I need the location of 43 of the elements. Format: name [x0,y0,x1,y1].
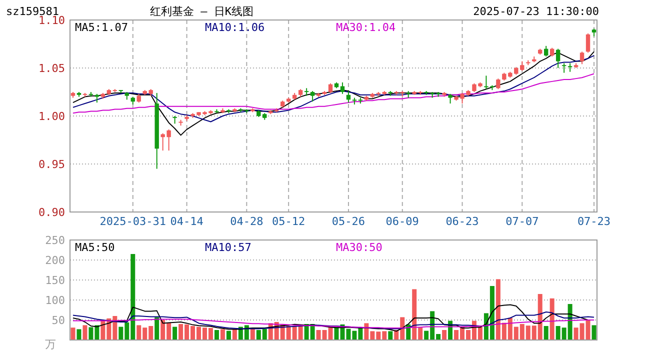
bar [70,328,76,340]
y-tick-label: 0.95 [38,158,65,171]
x-tick-label: 06-23 [446,215,479,228]
bar [154,317,160,340]
bar [592,325,596,340]
bar [232,329,237,340]
text: MA10:1.06 [205,21,265,34]
bar [388,331,393,340]
bar [214,330,219,340]
text: 2025-07-23 11:30:00 [473,5,599,18]
bar [544,326,548,340]
y-tick-label: 100 [45,294,65,307]
x-tick-label: 07-23 [577,215,611,228]
x-tick-label: 05-12 [272,215,306,228]
bar [82,325,88,340]
text: MA5:50 [75,241,115,254]
text: MA30:50 [336,241,382,254]
text: MA10:57 [205,241,252,254]
y-tick-label: 250 [45,234,65,247]
y-tick-label: 150 [45,274,65,287]
x-tick-label: 04-14 [170,215,204,228]
y-tick-label: 50 [52,314,65,327]
text: MA5:1.07 [75,21,128,34]
y-tick-label: 200 [45,254,65,267]
chart-title: 红利基金 — 日K线图 [150,5,254,18]
y-tick-label: 1.10 [38,14,65,27]
bar [220,329,225,340]
x-tick-label: 06-09 [386,215,419,228]
bar [442,330,447,340]
bar [550,298,554,340]
text: MA30:1.04 [336,21,396,34]
bar [76,329,82,340]
x-tick-label: 05-26 [332,215,366,228]
bar [250,328,255,340]
y-tick-label: 1.00 [38,110,65,123]
bar [226,330,231,340]
x-tick-label: 2025-03-31 [100,215,166,228]
y-tick-label: 0.90 [38,206,65,219]
y-tick-label: 1.05 [38,62,65,75]
y-axis-title: 万 [45,338,56,351]
x-tick-label: 04-28 [230,215,264,228]
x-tick-label: 07-07 [506,215,539,228]
bar [172,326,178,340]
